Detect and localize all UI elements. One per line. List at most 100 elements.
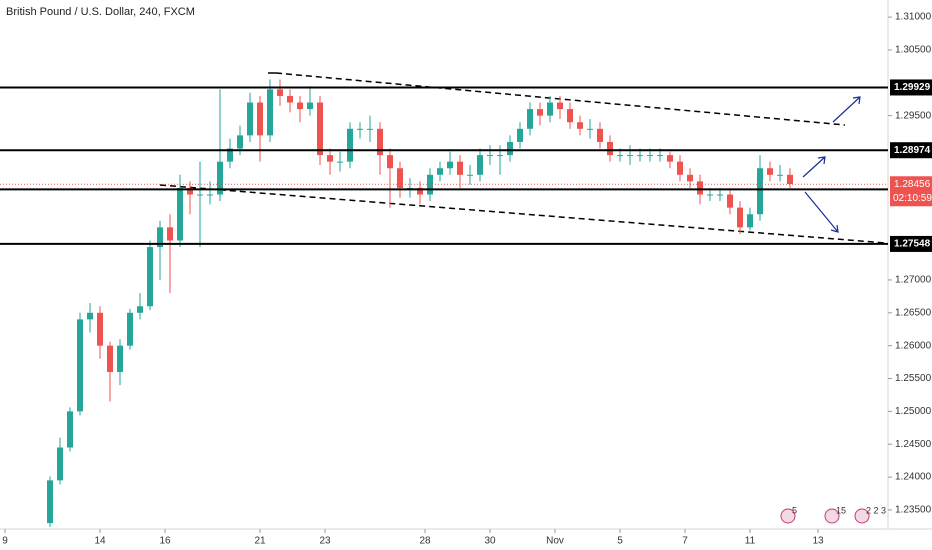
level-label-box: [890, 235, 932, 252]
candle-body: [287, 95, 293, 103]
arrow-up: [802, 156, 826, 178]
countdown: 02:10:59: [893, 193, 932, 204]
arrow-up-far: [832, 96, 861, 123]
x-tick-label: 11: [745, 536, 756, 547]
y-tick-label: 1.29500: [895, 110, 932, 121]
candle-body: [227, 148, 233, 162]
level-label: 1.27548: [894, 239, 931, 250]
level-label-box: [890, 142, 932, 159]
candle-body: [677, 161, 683, 175]
candle-body: [367, 128, 373, 130]
candle-body: [157, 227, 163, 248]
candle-body: [537, 109, 543, 116]
candle-body: [737, 207, 743, 228]
candle-body: [637, 155, 643, 157]
candle-body: [177, 187, 183, 241]
x-tick-label: 13: [812, 536, 824, 547]
candle-body: [527, 109, 533, 129]
x-tick-label: Nov: [546, 536, 564, 547]
candle-body: [717, 194, 723, 196]
candle-body: [457, 161, 463, 175]
trend-line-lower: [159, 184, 887, 244]
y-tick-label: 1.25000: [895, 406, 932, 417]
candle-body: [397, 168, 403, 188]
candle-body: [187, 187, 193, 195]
x-tick-label: 16: [159, 536, 171, 547]
x-tick-label: 23: [319, 536, 331, 547]
price-label-box: [890, 176, 932, 207]
candle-body: [377, 128, 383, 156]
level-label-box: [890, 79, 932, 96]
event-badge-label: 15: [836, 505, 846, 515]
event-badge-label: 2 2 3: [866, 505, 886, 515]
level-label: 1.28974: [894, 145, 931, 156]
x-tick-label: 7: [682, 536, 688, 547]
candle-body: [97, 312, 103, 346]
candle-body: [317, 102, 323, 156]
y-tick-label: 1.24500: [895, 439, 932, 450]
candle-body: [47, 480, 53, 524]
candle-body: [487, 155, 493, 157]
candle-body: [507, 141, 513, 156]
candle-body: [467, 174, 473, 176]
candle-body: [257, 102, 263, 136]
candle-body: [337, 161, 343, 163]
y-tick-label: 1.27000: [895, 275, 932, 286]
candle-body: [577, 122, 583, 129]
candle-body: [207, 194, 213, 196]
candle-body: [587, 128, 593, 130]
price-label: 1.28456: [894, 179, 931, 190]
candle-body: [127, 312, 133, 346]
candle-body: [437, 168, 443, 175]
candle-body: [247, 102, 253, 136]
candle-body: [147, 247, 153, 307]
candle-body: [777, 174, 783, 176]
candle-body: [497, 155, 503, 157]
y-tick-label: 1.25500: [895, 373, 932, 384]
candle-body: [657, 155, 663, 157]
candle-body: [417, 187, 423, 195]
candle-body: [357, 128, 363, 130]
x-tick-label: 28: [419, 536, 431, 547]
candle-body: [297, 102, 303, 110]
candle-body: [137, 306, 143, 313]
candle-body: [607, 141, 613, 156]
candle-body: [277, 89, 283, 96]
event-badge: [780, 508, 796, 524]
candle-body: [67, 411, 73, 448]
arrow-down: [804, 191, 839, 233]
candle-body: [597, 128, 603, 142]
candle-body: [617, 155, 623, 157]
x-tick-label: 9: [2, 536, 8, 547]
candle-body: [387, 155, 393, 169]
event-badge-label: 5: [792, 505, 797, 515]
y-tick-label: 1.31000: [895, 12, 932, 23]
candle-body: [327, 155, 333, 162]
x-tick-label: 5: [617, 536, 623, 547]
candle-body: [167, 227, 173, 241]
candle-body: [107, 345, 113, 372]
x-tick-label: 21: [254, 536, 266, 547]
candle-body: [767, 168, 773, 175]
candles: [47, 79, 793, 528]
candle-body: [557, 102, 563, 110]
level-label: 1.29929: [894, 82, 931, 93]
x-tick-label: 30: [484, 536, 496, 547]
candle-body: [77, 319, 83, 412]
candle-body: [567, 109, 573, 123]
candle-body: [447, 161, 453, 169]
candle-body: [267, 89, 273, 136]
candle-body: [517, 128, 523, 142]
candle-body: [687, 174, 693, 182]
candle-body: [747, 214, 753, 228]
candle-body: [757, 168, 763, 215]
candle-body: [627, 155, 633, 157]
candle-body: [117, 345, 123, 372]
y-tick-label: 1.23500: [895, 505, 932, 516]
candle-body: [217, 161, 223, 195]
chart-title: British Pound / U.S. Dollar, 240, FXCM: [6, 6, 195, 18]
candle-body: [787, 174, 793, 184]
y-tick-label: 1.24000: [895, 472, 932, 483]
